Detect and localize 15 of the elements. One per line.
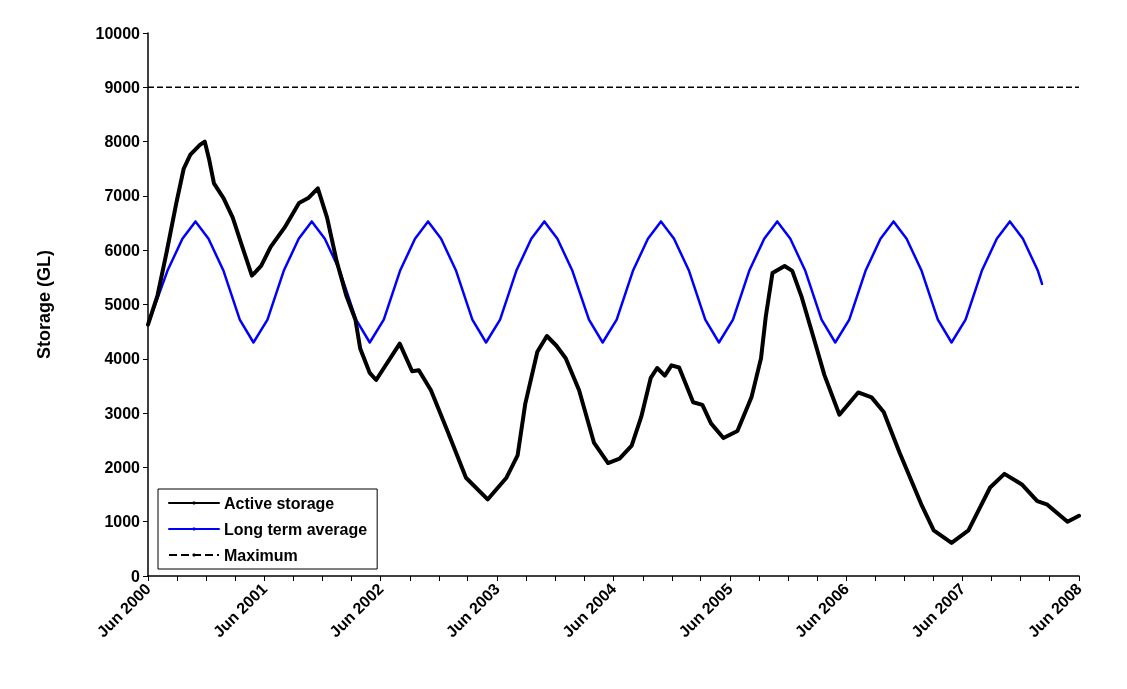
y-tick-label: 2000 xyxy=(104,458,141,476)
y-tick-label: 1000 xyxy=(104,513,141,531)
legend-label: Long term average xyxy=(224,520,368,538)
y-tick-label: 3000 xyxy=(104,404,141,422)
y-tick-label: 10000 xyxy=(95,24,141,42)
legend-label: Maximum xyxy=(224,546,298,564)
y-tick-label: 4000 xyxy=(104,350,141,368)
y-axis-title: Storage (GL) xyxy=(34,249,54,360)
y-tick-label: 0 xyxy=(131,567,141,585)
y-tick-label: 8000 xyxy=(104,133,141,151)
y-tick-label: 6000 xyxy=(104,241,141,259)
y-tick-label: 7000 xyxy=(104,187,141,205)
legend-label: Active storage xyxy=(224,494,335,512)
y-tick-label: 9000 xyxy=(104,78,141,96)
y-tick-label: 5000 xyxy=(104,296,141,313)
